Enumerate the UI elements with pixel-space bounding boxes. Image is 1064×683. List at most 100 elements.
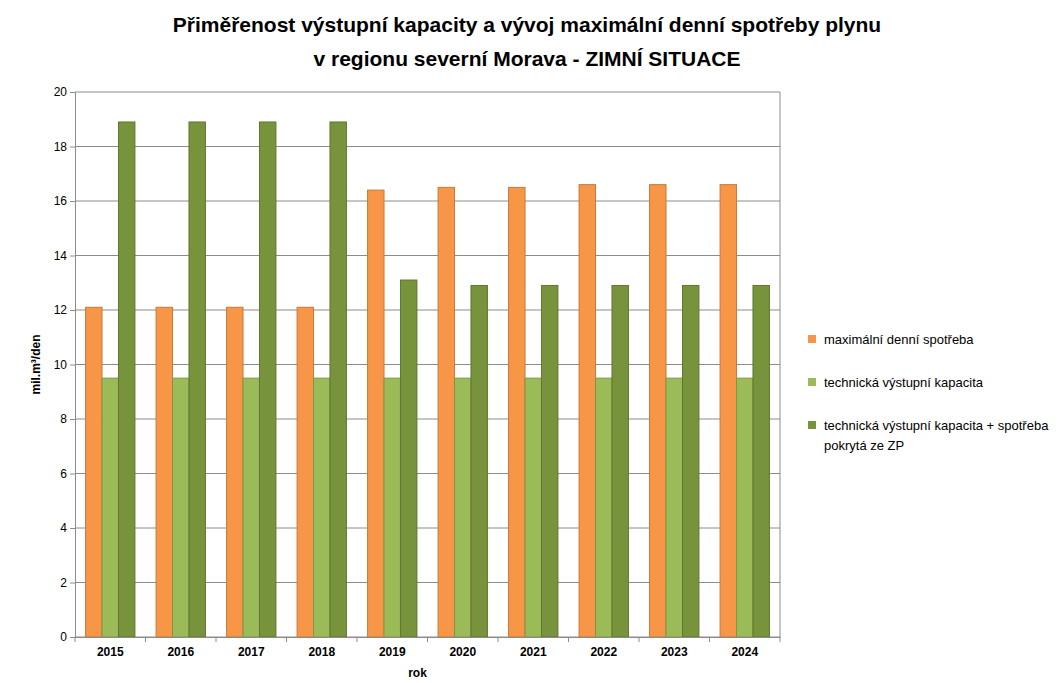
tick: 18 bbox=[54, 140, 75, 154]
tick: 2020 bbox=[449, 637, 476, 659]
tick: 10 bbox=[54, 358, 75, 372]
legend-swatch bbox=[808, 335, 816, 343]
tick-label: 2016 bbox=[167, 645, 194, 659]
separator bbox=[498, 637, 499, 642]
separator bbox=[639, 637, 640, 642]
grid-line bbox=[75, 364, 780, 365]
tick: 14 bbox=[54, 249, 75, 263]
legend: maximální denní spotřeba technická výstup… bbox=[808, 332, 1049, 453]
tick-label: 20 bbox=[54, 85, 68, 99]
tick: 2 bbox=[60, 576, 75, 590]
tick-mark bbox=[70, 92, 75, 93]
legend-label: maximální denní spotřeba bbox=[824, 332, 974, 347]
separator bbox=[357, 637, 358, 642]
tick-label: 18 bbox=[54, 140, 68, 154]
separator bbox=[286, 637, 287, 642]
plot: 0 2 4 6 8 10 12 14 16 18 20 2015 2016 2017 2018 2019 202… bbox=[54, 85, 781, 658]
tick-label: 8 bbox=[60, 412, 67, 426]
tick-label: 2024 bbox=[731, 645, 758, 659]
bar bbox=[314, 378, 330, 637]
tick-label: 4 bbox=[60, 521, 67, 535]
tick: 2019 bbox=[379, 637, 406, 659]
tick-label: 2023 bbox=[661, 645, 688, 659]
tick-mark bbox=[70, 147, 75, 148]
tick-label: 2021 bbox=[520, 645, 547, 659]
title: Přiměřenost výstupní kapacity a vývoj ma… bbox=[173, 13, 881, 36]
tick-label: 12 bbox=[54, 303, 68, 317]
bar bbox=[173, 378, 189, 637]
tick-label: 2015 bbox=[97, 645, 124, 659]
tick: 2022 bbox=[590, 637, 617, 659]
bar bbox=[156, 307, 172, 637]
bar bbox=[455, 378, 471, 637]
axis-line bbox=[70, 93, 76, 638]
grid-line bbox=[75, 310, 780, 311]
frame bbox=[780, 92, 781, 637]
tick-mark bbox=[70, 474, 75, 475]
tick-label: 2018 bbox=[308, 645, 335, 659]
bar bbox=[297, 307, 313, 637]
legend-label: technická výstupní kapacita bbox=[824, 375, 984, 390]
tick: 2016 bbox=[167, 637, 194, 659]
tick-label: 2022 bbox=[590, 645, 617, 659]
bar bbox=[189, 122, 205, 637]
grid-line bbox=[75, 146, 780, 147]
tick-mark bbox=[70, 419, 75, 420]
legend-label: technická výstupní kapacita + spotřebapo… bbox=[824, 418, 1049, 453]
bar bbox=[509, 187, 525, 637]
chart: Přiměřenost výstupní kapacity a vývoj ma… bbox=[0, 0, 1064, 683]
tick: 2023 bbox=[661, 637, 688, 659]
bar bbox=[368, 190, 384, 637]
series bbox=[86, 185, 737, 637]
bar bbox=[612, 285, 628, 637]
bar bbox=[438, 187, 454, 637]
bar bbox=[227, 307, 243, 637]
bar bbox=[650, 185, 666, 637]
tick-mark bbox=[70, 528, 75, 529]
series bbox=[118, 122, 769, 637]
bar bbox=[384, 378, 400, 637]
tick-mark bbox=[70, 637, 75, 638]
tick: 16 bbox=[54, 194, 75, 208]
bar bbox=[525, 378, 541, 637]
tick: 4 bbox=[60, 521, 75, 535]
tick-label: 0 bbox=[60, 630, 67, 644]
grid-line bbox=[75, 92, 780, 93]
bar bbox=[579, 185, 595, 637]
tick-label: 6 bbox=[60, 467, 67, 481]
bar bbox=[471, 285, 487, 637]
bar bbox=[118, 122, 134, 637]
tick: 2015 bbox=[97, 637, 124, 659]
separator bbox=[216, 637, 217, 642]
tick-label: 2019 bbox=[379, 645, 406, 659]
bars bbox=[86, 122, 770, 637]
separator bbox=[75, 637, 76, 642]
tick: 2017 bbox=[238, 637, 265, 659]
bar bbox=[259, 122, 275, 637]
bar bbox=[596, 378, 612, 637]
tick: 8 bbox=[60, 412, 75, 426]
x-axis-title: rok bbox=[408, 666, 427, 680]
tick: 2018 bbox=[308, 637, 335, 659]
separator bbox=[709, 637, 710, 642]
bar bbox=[400, 280, 416, 637]
bar bbox=[541, 285, 557, 637]
legend-swatch bbox=[808, 421, 816, 429]
bar bbox=[102, 378, 118, 637]
separator bbox=[780, 637, 781, 642]
y-axis-title: mil.m³/den bbox=[29, 334, 43, 394]
grid bbox=[75, 92, 780, 637]
tick-label: 10 bbox=[54, 358, 68, 372]
grid-line bbox=[75, 255, 780, 256]
bar bbox=[737, 378, 753, 637]
category-separators bbox=[75, 637, 780, 642]
bar bbox=[243, 378, 259, 637]
bar bbox=[330, 122, 346, 637]
tick-mark bbox=[70, 310, 75, 311]
tick-mark bbox=[70, 583, 75, 584]
tick-label: 2017 bbox=[238, 645, 265, 659]
separator bbox=[427, 637, 428, 642]
tick-mark bbox=[70, 256, 75, 257]
tick-label: 2020 bbox=[449, 645, 476, 659]
tick-label: 14 bbox=[54, 249, 68, 263]
